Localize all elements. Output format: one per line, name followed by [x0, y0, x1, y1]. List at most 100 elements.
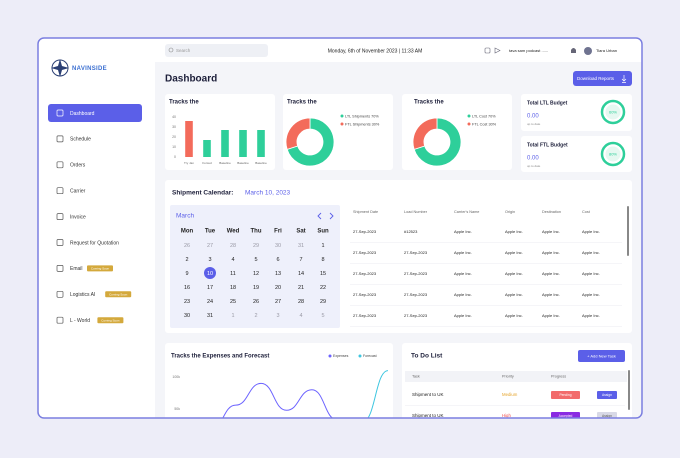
- datetime: Monday, 6th of November 2023 | 11:33 AM: [328, 48, 423, 54]
- assign-button[interactable]: Assign: [597, 412, 617, 420]
- add-task-button[interactable]: + Add New Task: [578, 350, 625, 362]
- table-cell: Apple Inc.: [505, 292, 523, 297]
- status-label: Pending: [559, 393, 571, 397]
- table-header: Carrier's Name: [454, 210, 479, 214]
- calendar-day: 28: [298, 299, 304, 305]
- avatar[interactable]: [584, 47, 592, 55]
- weekday: Thu: [251, 229, 262, 235]
- search-icon: [168, 47, 174, 53]
- table-cell: Apple Inc.: [542, 250, 560, 255]
- table-cell: Apple Inc.: [454, 313, 472, 318]
- table-header: Origin: [505, 210, 515, 214]
- menu-icon: [56, 161, 64, 169]
- donut-slice: [285, 117, 311, 150]
- y-tick-label: 100k: [172, 375, 180, 379]
- menu-item[interactable]: Email Coming Soon: [56, 265, 113, 272]
- button-background: [597, 412, 617, 418]
- weekday: Wed: [227, 229, 240, 235]
- table-cell: Apple Inc.: [582, 250, 600, 255]
- calendar-day: 21: [298, 285, 304, 291]
- table-cell: Apple Inc.: [582, 292, 600, 297]
- legend-swatch: [467, 114, 471, 118]
- calendar-day: 2: [254, 313, 257, 319]
- button-background: [578, 350, 625, 362]
- calendar-day: 25: [230, 299, 236, 305]
- calendar-day: 2: [185, 257, 188, 263]
- download-button[interactable]: Download Reports: [573, 71, 632, 86]
- badge: [87, 265, 113, 272]
- calendar-day: 19: [253, 285, 259, 291]
- weekday: Sun: [317, 229, 329, 235]
- prev-month[interactable]: [317, 212, 322, 220]
- gauge-center: [605, 146, 621, 162]
- legend-swatch: [340, 114, 344, 118]
- donut-slice: [286, 117, 335, 167]
- table-cell: Apple Inc.: [505, 313, 523, 318]
- button-label: + Add New Task: [587, 353, 616, 358]
- card: [165, 343, 393, 418]
- weekday: Fri: [274, 229, 282, 235]
- next-month[interactable]: [329, 212, 334, 220]
- table-cell: Apple Inc.: [454, 292, 472, 297]
- calendar-day: 11: [230, 271, 236, 277]
- menu-item[interactable]: Invoice: [56, 213, 86, 221]
- menu-label: L - World: [70, 318, 90, 324]
- table-cell: Apple Inc.: [582, 229, 600, 234]
- menu-icon: [56, 239, 64, 246]
- weekday: Mon: [181, 229, 194, 235]
- search-placeholder: Search: [176, 48, 191, 53]
- window: NAVINSIDE Dashboard Schedule Orders Carrier I…: [48, 44, 642, 420]
- y-tick-label: 0: [174, 155, 176, 159]
- table-cell: 27-Sep-2023: [353, 271, 377, 276]
- calendar-day: 4: [299, 313, 302, 319]
- budget-title: Total FTL Budget: [527, 142, 568, 148]
- y-tick-label: 30: [172, 125, 176, 129]
- task-name: Shipment to UK: [412, 392, 444, 397]
- search-box[interactable]: [165, 44, 268, 57]
- menu-item[interactable]: Dashboard: [48, 104, 142, 122]
- menu-item[interactable]: Logistics AI Coming Soon: [56, 290, 132, 298]
- bell-icon[interactable]: [571, 48, 576, 53]
- calendar-day: 3: [276, 313, 279, 319]
- menu-item[interactable]: Orders: [56, 161, 86, 169]
- status-badge: [551, 412, 580, 418]
- menu-icon: [56, 290, 64, 298]
- assign-button[interactable]: Assign: [597, 391, 617, 399]
- table-cell: 27-Sep-2023: [353, 292, 377, 297]
- donut-slice: [412, 117, 438, 150]
- menu-item[interactable]: Schedule: [56, 135, 91, 143]
- calendar-day: 5: [321, 313, 324, 319]
- menu-label: Carrier: [70, 189, 86, 195]
- selected-day: [204, 267, 216, 279]
- button-background: [597, 391, 617, 399]
- scrollbar[interactable]: [627, 206, 629, 256]
- menu-item[interactable]: L - World Coming Soon: [56, 316, 124, 324]
- menu-label: Schedule: [70, 137, 91, 143]
- menu-item[interactable]: Request for Quotation: [56, 239, 119, 247]
- legend-label: FTL Shipments 30%: [345, 122, 380, 126]
- logo-icon: [51, 59, 69, 77]
- scrollbar[interactable]: [628, 370, 630, 410]
- table-header: Priority: [502, 375, 514, 379]
- weekday: Tue: [205, 229, 216, 235]
- media-icon[interactable]: [484, 47, 491, 54]
- calendar-title: Shipment Calendar:: [172, 190, 233, 197]
- line-plot: [184, 370, 389, 418]
- table-cell: 27-Sep-2023: [404, 292, 428, 297]
- calendar-day: 31: [298, 243, 304, 249]
- calendar-day: 27: [207, 243, 213, 249]
- legend-label: Forecast: [363, 354, 377, 358]
- play-icon[interactable]: [494, 47, 501, 54]
- menu-item[interactable]: Carrier: [56, 187, 86, 195]
- menu-icon: [56, 135, 64, 143]
- chart-title: Tracks the Expenses and Forecast: [171, 354, 269, 360]
- budget-note: up to date: [527, 122, 541, 126]
- card: [521, 136, 632, 172]
- card: [521, 94, 632, 131]
- y-tick-label: 10: [172, 145, 176, 149]
- legend-label: LTL Shipments 70%: [345, 114, 379, 118]
- legend-swatch: [328, 354, 332, 358]
- table-cell: Apple Inc.: [542, 313, 560, 318]
- chart-title: Tracks the: [414, 100, 444, 106]
- table-cell: Apple Inc.: [505, 229, 523, 234]
